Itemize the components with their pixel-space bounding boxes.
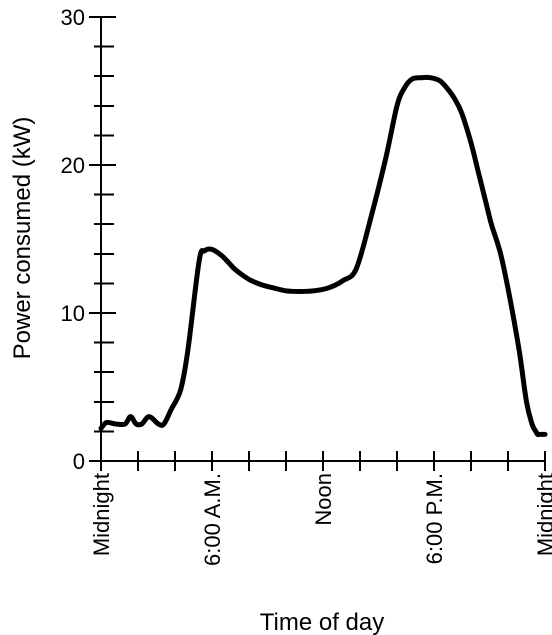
y-tick-label: 30 [61,5,85,30]
x-tick-label: 6:00 A.M. [200,473,225,566]
y-tick-label: 10 [61,301,85,326]
x-axis-title: Time of day [260,609,385,635]
y-major-ticks [89,16,116,462]
x-tick-label: Midnight [89,473,114,556]
x-tick-label: Midnight [533,473,552,556]
power-consumption-line [98,74,548,438]
x-tick-label: 6:00 P.M. [422,473,447,564]
y-axis-title: Power consumed (kW) [9,117,36,360]
x-tick-label: Noon [311,473,336,526]
y-minor-ticks [94,45,114,433]
y-tick-label: 0 [73,449,85,474]
y-tick-labels: 0 10 20 30 [61,5,85,474]
x-tick-labels: Midnight 6:00 A.M. Noon 6:00 P.M. Midnight [89,473,552,566]
y-tick-label: 20 [61,153,85,178]
